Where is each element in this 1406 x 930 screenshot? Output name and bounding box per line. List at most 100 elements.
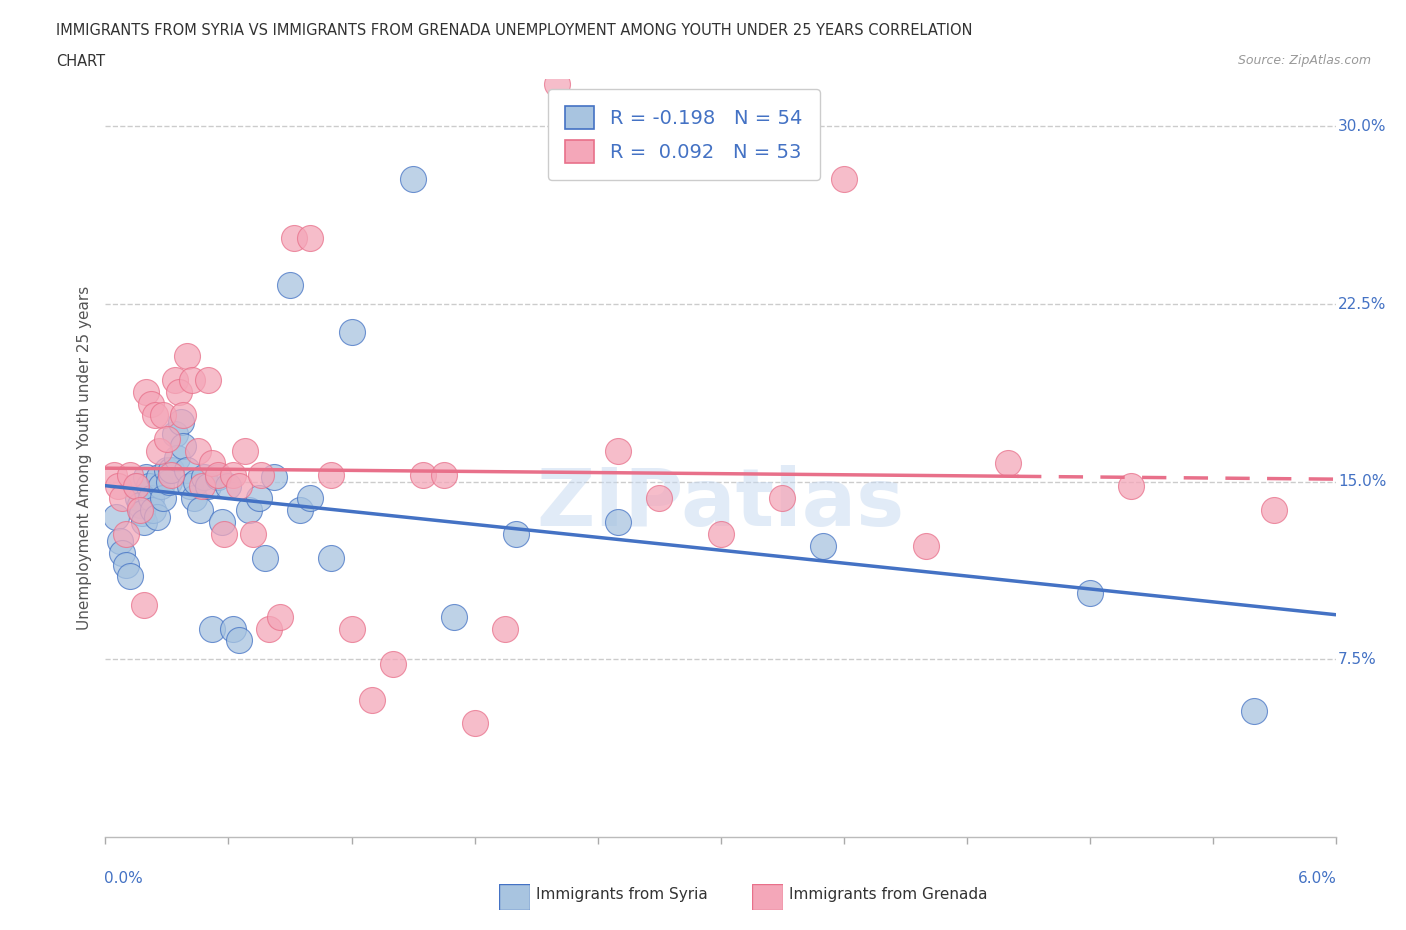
Point <box>201 456 224 471</box>
Point <box>211 514 233 529</box>
Point <box>1119 479 1142 494</box>
Point <box>187 444 209 458</box>
Point <box>221 621 243 636</box>
Text: 15.0%: 15.0% <box>1339 474 1386 489</box>
Point <box>131 505 153 520</box>
Point <box>115 557 138 572</box>
Point <box>143 408 166 423</box>
Point <box>135 470 157 485</box>
Point <box>197 372 219 387</box>
Point <box>254 550 277 565</box>
Point <box>166 451 188 466</box>
Point <box>247 491 270 506</box>
Point <box>1243 704 1265 719</box>
Point <box>160 467 183 482</box>
Point <box>278 278 301 293</box>
Point <box>242 526 264 541</box>
Point <box>115 526 138 541</box>
Point <box>179 479 201 494</box>
Point <box>402 171 425 186</box>
Point <box>188 503 211 518</box>
Point <box>505 526 527 541</box>
Point <box>129 503 152 518</box>
Point <box>104 510 127 525</box>
Point <box>607 444 630 458</box>
Point <box>156 432 179 446</box>
Point <box>412 467 434 482</box>
Point <box>180 372 202 387</box>
Point <box>197 479 219 494</box>
Point <box>214 526 236 541</box>
Point <box>184 474 207 489</box>
Point <box>997 456 1019 471</box>
Text: 7.5%: 7.5% <box>1339 652 1376 667</box>
Point <box>148 444 170 458</box>
Point <box>170 415 193 430</box>
Point <box>443 609 465 624</box>
Point <box>129 498 152 512</box>
Point <box>832 171 855 186</box>
Point <box>165 427 187 442</box>
Point <box>228 479 250 494</box>
Point <box>770 491 793 506</box>
Point <box>125 479 148 494</box>
Point <box>201 621 224 636</box>
Point <box>191 479 214 494</box>
Point <box>111 545 134 560</box>
Point <box>193 470 215 485</box>
Point <box>120 467 141 482</box>
Point <box>176 462 198 477</box>
Point <box>138 479 160 494</box>
Point <box>156 462 179 477</box>
Point <box>319 467 342 482</box>
Point <box>361 692 384 707</box>
Point <box>207 470 229 485</box>
Point <box>811 538 834 553</box>
Point <box>127 491 149 506</box>
Point <box>172 408 194 423</box>
Point <box>183 491 205 506</box>
Point <box>299 491 322 506</box>
Point <box>134 597 156 612</box>
Point <box>710 526 733 541</box>
Point <box>494 621 516 636</box>
Point <box>433 467 456 482</box>
Point <box>228 633 250 648</box>
Point <box>1263 503 1285 518</box>
Point <box>148 470 170 485</box>
Point <box>259 621 281 636</box>
Point <box>149 479 172 494</box>
Point <box>269 609 291 624</box>
Point <box>914 538 936 553</box>
Point <box>340 326 363 340</box>
Text: Source: ZipAtlas.com: Source: ZipAtlas.com <box>1237 54 1371 67</box>
Point <box>464 716 486 731</box>
Text: Immigrants from Syria: Immigrants from Syria <box>536 887 707 902</box>
Point <box>145 510 167 525</box>
Point <box>139 396 162 411</box>
Point <box>648 491 671 506</box>
Point <box>134 514 156 529</box>
Point <box>290 503 312 518</box>
Legend: R = -0.198   N = 54, R =  0.092   N = 53: R = -0.198 N = 54, R = 0.092 N = 53 <box>547 88 820 180</box>
Text: ZIPatlas: ZIPatlas <box>537 464 904 542</box>
Point <box>340 621 363 636</box>
Point <box>238 503 260 518</box>
Point <box>139 491 162 506</box>
Point <box>607 514 630 529</box>
Text: CHART: CHART <box>56 54 105 69</box>
Point <box>233 444 256 458</box>
Point <box>160 462 183 477</box>
Point <box>221 467 243 482</box>
Point <box>172 439 194 454</box>
Point <box>142 503 165 518</box>
Point <box>176 349 198 364</box>
Text: IMMIGRANTS FROM SYRIA VS IMMIGRANTS FROM GRENADA UNEMPLOYMENT AMONG YOUTH UNDER : IMMIGRANTS FROM SYRIA VS IMMIGRANTS FROM… <box>56 23 973 38</box>
Point <box>1078 586 1101 601</box>
Point <box>120 569 141 584</box>
Point <box>263 470 285 485</box>
Point <box>299 231 322 246</box>
Text: 30.0%: 30.0% <box>1339 119 1386 134</box>
Point <box>152 491 174 506</box>
Point <box>135 384 157 399</box>
